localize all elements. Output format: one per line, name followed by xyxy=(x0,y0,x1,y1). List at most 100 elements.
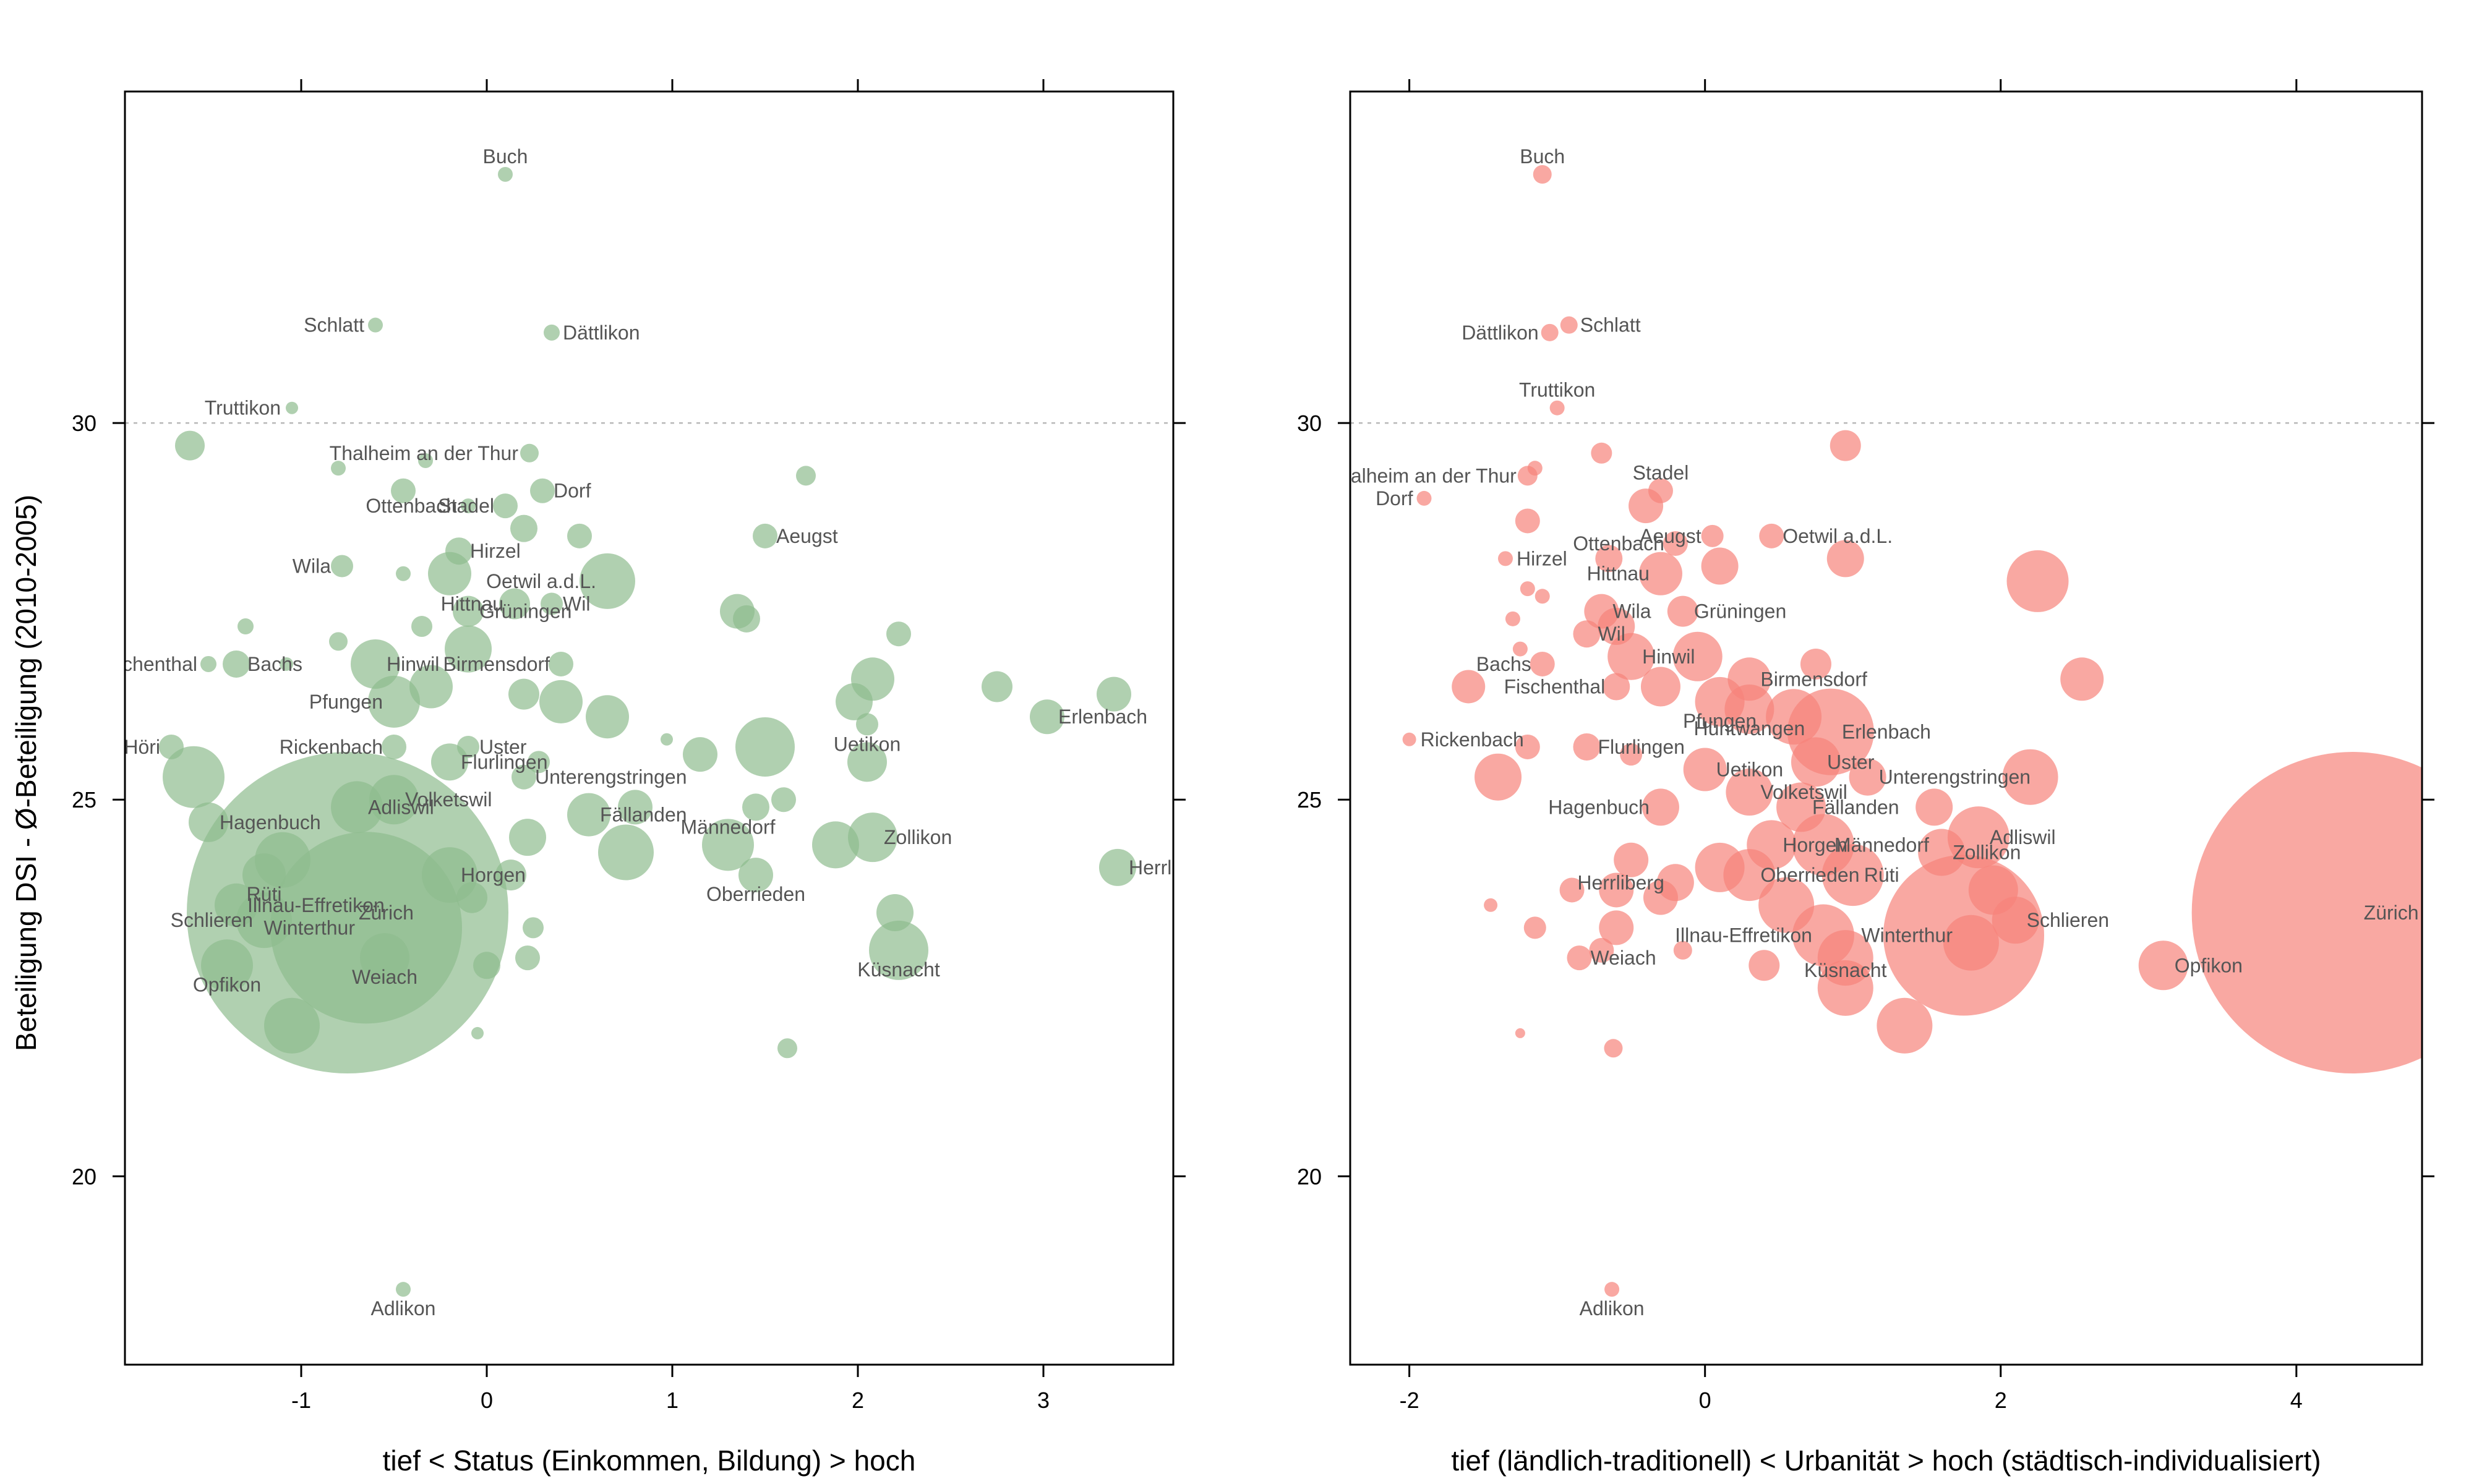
bubble-label: Küsnacht xyxy=(1804,959,1887,981)
bubble xyxy=(445,625,492,673)
plot-frame xyxy=(1349,90,2423,1366)
bubble xyxy=(511,764,536,790)
bubble xyxy=(411,616,432,638)
bubble xyxy=(175,430,205,461)
bubble-label: Hirzel xyxy=(470,540,521,562)
bubble xyxy=(1559,877,1585,903)
bubble-label: Aeugst xyxy=(776,525,838,547)
bubble xyxy=(1515,508,1540,534)
bubble xyxy=(409,665,453,709)
bubble-label: Zollikon xyxy=(884,826,952,848)
bubble xyxy=(1512,641,1528,657)
bubble-label: Dorf xyxy=(554,480,591,502)
bubble xyxy=(499,588,530,620)
bubble xyxy=(738,858,773,893)
bubble-label: Männedorf xyxy=(681,816,776,838)
bubble xyxy=(1620,743,1643,766)
bubble xyxy=(1648,478,1673,503)
bubble xyxy=(1533,165,1552,184)
bubble xyxy=(280,657,293,671)
bubble xyxy=(471,1026,484,1039)
bubble xyxy=(159,734,184,759)
bubble-label: Flurlingen xyxy=(461,751,548,773)
bubble xyxy=(1497,551,1513,566)
bubble xyxy=(586,695,629,739)
bubble xyxy=(1915,788,1953,826)
bubble-label: Unterengstringen xyxy=(535,766,687,788)
bubble xyxy=(544,324,560,341)
bubble-label: Thalheim an der Thur xyxy=(1327,464,1517,487)
bubble xyxy=(473,952,500,979)
bubble-label: Schlieren xyxy=(171,909,253,931)
bubble xyxy=(848,812,897,863)
bubble-label: Rüti xyxy=(247,883,282,905)
bubble xyxy=(1667,595,1698,627)
bubble xyxy=(200,655,216,672)
bubble-label: Winterthur xyxy=(1861,924,1953,947)
bubble-label: Grüningen xyxy=(479,600,571,623)
bubble-label: Buch xyxy=(483,145,528,168)
bubble-label: Uetikon xyxy=(834,733,901,755)
bubble-label: Grüningen xyxy=(1694,600,1786,623)
bubble xyxy=(1724,684,1774,735)
x-tick-label: -2 xyxy=(1400,1388,1419,1413)
bubble xyxy=(530,478,555,503)
bubble xyxy=(396,566,411,581)
bubble xyxy=(1683,748,1727,791)
plot-frame xyxy=(124,90,1175,1366)
bubble xyxy=(1505,611,1520,626)
bubble xyxy=(461,498,476,514)
bubble xyxy=(1747,820,1797,870)
bubble xyxy=(189,802,228,842)
bubble-label: Horgen xyxy=(461,864,526,886)
bubble xyxy=(1701,524,1724,547)
bubble xyxy=(869,920,928,980)
bubble xyxy=(382,734,406,759)
y-axis-title: Beteiligung DSI - Ø-Beteiligung (2010-20… xyxy=(10,495,42,1051)
bubble xyxy=(1695,842,1745,892)
bubble-labels: Buch Schlatt Dättlikon Truttikon Thalheim an… xyxy=(125,145,1173,1320)
bubble-label: Opfikon xyxy=(2175,954,2243,976)
bubble xyxy=(528,751,550,774)
bubble xyxy=(1475,753,1522,801)
bubbles xyxy=(159,167,1136,1297)
bubble-label: Unterengstringen xyxy=(1879,766,2031,788)
bubble xyxy=(1416,490,1432,506)
bubble xyxy=(1849,758,1886,796)
x-tick-label: -1 xyxy=(291,1388,311,1413)
bubble xyxy=(567,523,592,548)
bubble xyxy=(286,401,298,414)
bubble xyxy=(1599,872,1634,908)
bubble xyxy=(580,553,635,609)
bubble xyxy=(1097,676,1131,712)
bubble-label: Schlatt xyxy=(1580,314,1641,336)
bubble xyxy=(1603,673,1630,701)
bubble xyxy=(1584,594,1619,629)
bubble xyxy=(796,466,816,486)
bubble xyxy=(418,453,433,468)
bubble xyxy=(493,493,518,519)
bubble-label: Opfikon xyxy=(193,973,261,996)
bubble-label: Ottenbach xyxy=(1573,532,1664,555)
bubble xyxy=(1643,880,1678,915)
bubble-label: Hagenbuch xyxy=(1548,796,1650,818)
bubble xyxy=(771,787,796,812)
bubble-label: Horgen xyxy=(1783,834,1847,856)
bubble xyxy=(391,478,416,503)
bubble-label: Oberrieden xyxy=(706,883,805,905)
bubble-label: Rickenbach xyxy=(1421,728,1524,751)
bubble-label: Hüntwangen xyxy=(1694,717,1805,740)
bubble-label: Wil xyxy=(563,592,590,615)
x-tick-label: 1 xyxy=(666,1388,678,1413)
bubble xyxy=(702,819,754,871)
bubble xyxy=(396,1282,411,1297)
bubble xyxy=(598,824,654,881)
bubble xyxy=(445,537,473,565)
bubble xyxy=(1727,657,1771,701)
bubble xyxy=(777,1038,797,1059)
bubble-label: Oetwil a.d.L. xyxy=(486,570,596,592)
bubble xyxy=(2060,657,2104,701)
bubble-label: Dättlikon xyxy=(563,322,640,344)
bubble-label: Uetikon xyxy=(1716,759,1784,781)
bubble xyxy=(1701,547,1739,585)
